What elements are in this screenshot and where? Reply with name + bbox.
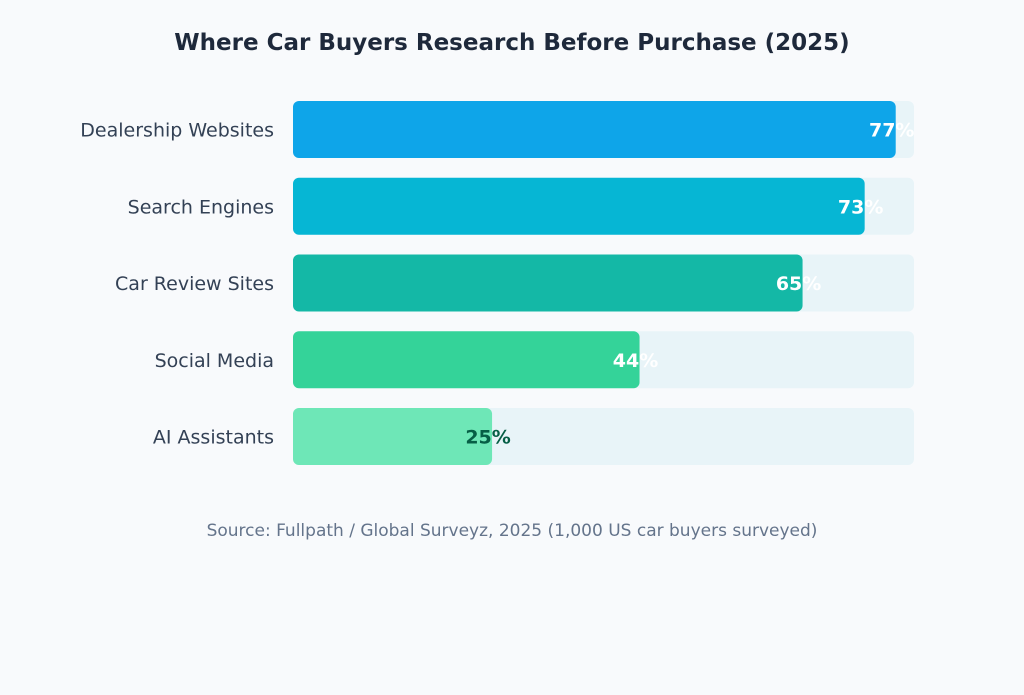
bar: [293, 177, 865, 235]
value-label: 73%: [838, 196, 883, 218]
value-label: 44%: [613, 350, 658, 372]
bar: [293, 408, 493, 465]
chart-title: Where Car Buyers Research Before Purchas…: [174, 30, 850, 56]
category-label: AI Assistants: [153, 427, 274, 449]
value-label: 25%: [465, 427, 510, 449]
bar: [293, 101, 896, 158]
chart-source: Source: Fullpath / Global Surveyz, 2025 …: [206, 521, 818, 541]
category-label: Dealership Websites: [80, 120, 274, 142]
bar: [293, 254, 803, 312]
value-label: 77%: [869, 120, 914, 142]
value-label: 65%: [776, 273, 821, 295]
category-label: Social Media: [155, 350, 274, 372]
bar: [293, 331, 640, 389]
category-label: Search Engines: [128, 196, 274, 218]
category-label: Car Review Sites: [115, 273, 274, 295]
